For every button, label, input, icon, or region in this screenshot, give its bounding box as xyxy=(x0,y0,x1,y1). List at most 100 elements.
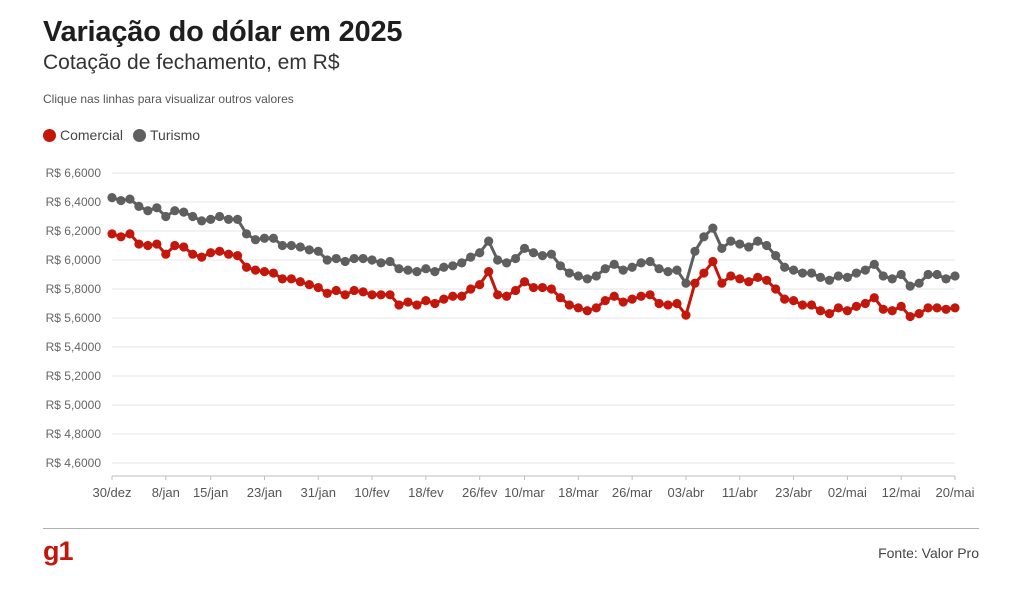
data-point-turismo[interactable] xyxy=(179,207,189,217)
data-point-turismo[interactable] xyxy=(367,255,377,265)
data-point-comercial[interactable] xyxy=(484,267,494,277)
data-point-comercial[interactable] xyxy=(457,291,467,301)
data-point-turismo[interactable] xyxy=(493,255,503,265)
data-point-comercial[interactable] xyxy=(277,274,287,284)
data-point-comercial[interactable] xyxy=(340,290,350,300)
data-point-comercial[interactable] xyxy=(708,256,718,267)
data-point-turismo[interactable] xyxy=(609,259,619,269)
data-point-comercial[interactable] xyxy=(618,297,628,307)
data-point-comercial[interactable] xyxy=(179,242,189,252)
data-point-comercial[interactable] xyxy=(268,268,279,278)
data-point-comercial[interactable] xyxy=(439,294,449,304)
data-point-comercial[interactable] xyxy=(690,278,700,288)
legend-item-comercial[interactable]: Comercial xyxy=(43,127,123,143)
data-point-comercial[interactable] xyxy=(941,304,951,314)
data-point-turismo[interactable] xyxy=(744,242,754,252)
data-point-comercial[interactable] xyxy=(591,303,601,313)
data-point-comercial[interactable] xyxy=(304,280,314,290)
data-point-comercial[interactable] xyxy=(331,285,341,296)
data-point-comercial[interactable] xyxy=(259,267,270,277)
data-point-turismo[interactable] xyxy=(286,240,296,251)
data-point-comercial[interactable] xyxy=(448,291,458,301)
data-point-comercial[interactable] xyxy=(672,298,682,309)
data-point-comercial[interactable] xyxy=(905,311,915,322)
data-point-comercial[interactable] xyxy=(950,303,960,313)
data-point-turismo[interactable] xyxy=(833,271,844,281)
data-point-turismo[interactable] xyxy=(672,265,682,275)
data-point-comercial[interactable] xyxy=(322,288,332,298)
data-point-turismo[interactable] xyxy=(797,268,808,278)
data-point-turismo[interactable] xyxy=(295,242,305,252)
data-point-comercial[interactable] xyxy=(475,280,485,290)
data-point-comercial[interactable] xyxy=(645,290,655,300)
data-point-comercial[interactable] xyxy=(914,309,924,319)
data-point-comercial[interactable] xyxy=(744,277,754,287)
data-point-turismo[interactable] xyxy=(376,258,386,268)
data-point-comercial[interactable] xyxy=(170,240,180,251)
data-point-turismo[interactable] xyxy=(717,243,727,253)
data-point-comercial[interactable] xyxy=(107,229,117,239)
data-point-turismo[interactable] xyxy=(914,278,924,288)
data-point-comercial[interactable] xyxy=(161,249,171,259)
data-point-comercial[interactable] xyxy=(923,303,933,313)
data-point-turismo[interactable] xyxy=(815,272,826,282)
data-point-turismo[interactable] xyxy=(430,267,440,277)
data-point-turismo[interactable] xyxy=(537,251,548,261)
data-point-turismo[interactable] xyxy=(277,240,287,251)
data-point-comercial[interactable] xyxy=(833,303,844,313)
data-point-comercial[interactable] xyxy=(403,297,413,307)
data-point-comercial[interactable] xyxy=(555,293,566,303)
data-point-turismo[interactable] xyxy=(510,253,521,264)
data-point-turismo[interactable] xyxy=(421,264,431,274)
data-point-comercial[interactable] xyxy=(412,300,422,310)
data-point-comercial[interactable] xyxy=(349,285,359,296)
data-point-turismo[interactable] xyxy=(762,240,772,251)
data-point-comercial[interactable] xyxy=(188,249,198,259)
data-point-comercial[interactable] xyxy=(869,293,879,303)
data-point-turismo[interactable] xyxy=(268,233,279,243)
data-point-comercial[interactable] xyxy=(654,298,664,309)
data-point-comercial[interactable] xyxy=(394,300,404,310)
data-point-comercial[interactable] xyxy=(735,274,745,284)
data-point-comercial[interactable] xyxy=(223,249,234,259)
data-point-turismo[interactable] xyxy=(806,268,817,278)
data-point-turismo[interactable] xyxy=(582,274,592,284)
data-point-turismo[interactable] xyxy=(600,264,610,274)
data-point-comercial[interactable] xyxy=(286,274,296,284)
data-point-comercial[interactable] xyxy=(564,300,574,310)
data-point-comercial[interactable] xyxy=(609,291,619,301)
data-point-comercial[interactable] xyxy=(824,309,835,319)
data-point-turismo[interactable] xyxy=(905,281,915,291)
data-point-turismo[interactable] xyxy=(726,236,736,246)
data-point-turismo[interactable] xyxy=(241,229,252,239)
data-point-turismo[interactable] xyxy=(878,271,888,281)
data-point-comercial[interactable] xyxy=(519,277,530,287)
series-line-turismo[interactable] xyxy=(111,196,956,288)
data-point-comercial[interactable] xyxy=(206,248,216,258)
data-point-turismo[interactable] xyxy=(941,274,951,284)
data-point-comercial[interactable] xyxy=(528,282,539,293)
data-point-turismo[interactable] xyxy=(887,274,897,284)
data-point-turismo[interactable] xyxy=(842,272,852,282)
data-point-turismo[interactable] xyxy=(439,262,449,272)
data-point-comercial[interactable] xyxy=(250,265,261,275)
data-point-turismo[interactable] xyxy=(627,262,637,272)
data-point-turismo[interactable] xyxy=(466,252,476,262)
data-point-turismo[interactable] xyxy=(771,251,781,261)
data-point-turismo[interactable] xyxy=(152,203,162,213)
data-point-turismo[interactable] xyxy=(860,265,870,275)
data-point-turismo[interactable] xyxy=(654,264,664,274)
data-point-comercial[interactable] xyxy=(842,306,852,316)
data-point-comercial[interactable] xyxy=(116,232,126,242)
data-point-turismo[interactable] xyxy=(223,214,234,224)
data-point-turismo[interactable] xyxy=(116,195,126,206)
data-point-comercial[interactable] xyxy=(367,290,377,300)
data-point-comercial[interactable] xyxy=(232,251,243,261)
data-point-comercial[interactable] xyxy=(753,272,763,282)
data-point-comercial[interactable] xyxy=(125,229,135,239)
data-point-comercial[interactable] xyxy=(376,290,386,300)
data-point-comercial[interactable] xyxy=(493,290,503,300)
data-point-turismo[interactable] xyxy=(663,267,673,277)
data-point-turismo[interactable] xyxy=(636,258,646,268)
data-point-comercial[interactable] xyxy=(197,252,207,262)
